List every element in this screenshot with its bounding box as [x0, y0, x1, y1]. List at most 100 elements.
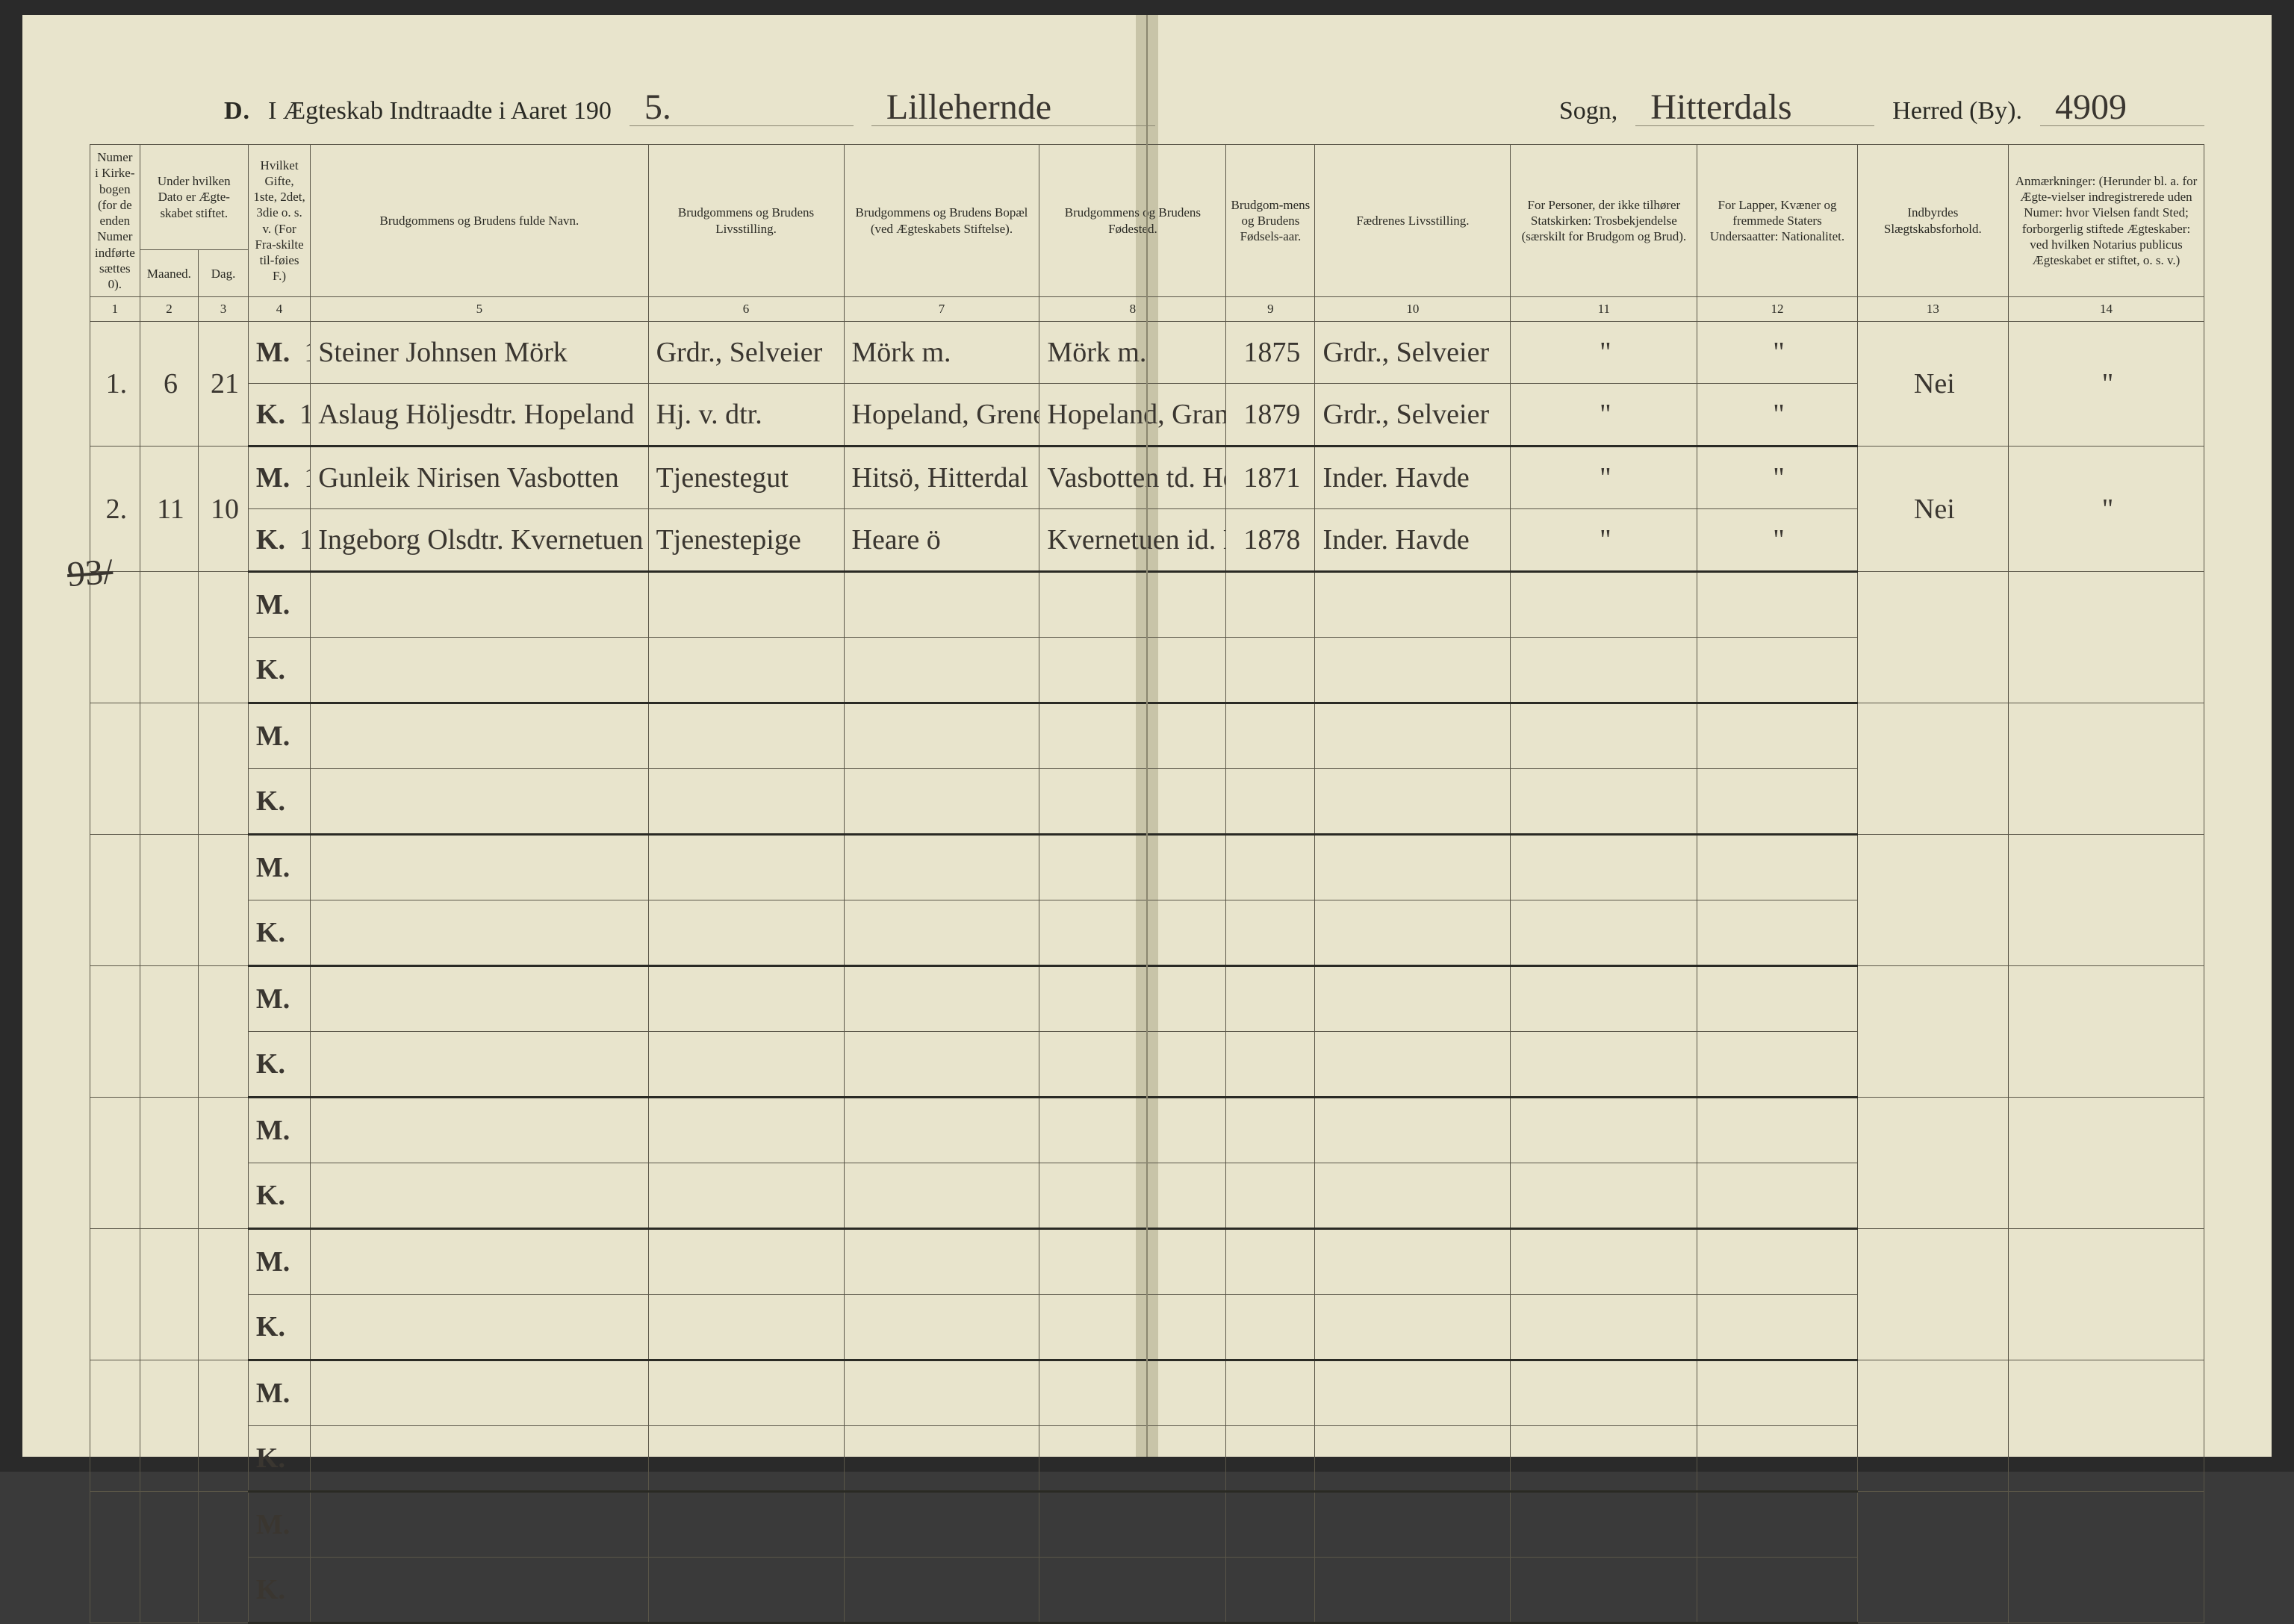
cell: [90, 1492, 140, 1623]
cell: [1039, 835, 1226, 900]
cell: [648, 1229, 844, 1295]
cell: [1039, 1295, 1226, 1360]
cell: [311, 1360, 648, 1426]
colnum: 13: [1857, 297, 2008, 322]
cell: [1226, 835, 1315, 900]
cell-c11: ": [1511, 509, 1697, 572]
cell: [844, 966, 1039, 1032]
cell: [2009, 1229, 2204, 1360]
sogn-label: Sogn,: [1559, 97, 1617, 125]
cell: [90, 835, 140, 966]
cell: [1039, 703, 1226, 769]
cell: [311, 900, 648, 966]
cell-fodested: Vasbotten td. Heare ö: [1039, 447, 1226, 509]
cell: [1697, 1492, 1857, 1558]
cell: [1039, 966, 1226, 1032]
cell: [1039, 1558, 1226, 1623]
col-header-5: Brudgommens og Brudens fulde Navn.: [311, 145, 648, 297]
table-head: Numer i Kirke-bogen (for de enden Numer …: [90, 145, 2204, 322]
cell: [648, 1558, 844, 1623]
cell: [1315, 966, 1511, 1032]
table-row: M.: [90, 966, 2204, 1032]
cell: [140, 966, 199, 1098]
mk-cell: M. 1: [248, 447, 310, 509]
cell: [199, 835, 249, 966]
cell: [1315, 1360, 1511, 1426]
cell: [1315, 1426, 1511, 1492]
cell: [844, 638, 1039, 703]
cell: [1511, 1229, 1697, 1295]
colnum: 5: [311, 297, 648, 322]
cell: [1226, 1229, 1315, 1295]
mk-cell: K.: [248, 1558, 310, 1623]
cell-aar: 1878: [1226, 509, 1315, 572]
herred-label: Herred (By).: [1892, 97, 2022, 125]
cell: [1697, 1163, 1857, 1229]
cell: [1315, 638, 1511, 703]
cell: [140, 572, 199, 703]
cell: [1511, 572, 1697, 638]
table-row: M.: [90, 1098, 2204, 1163]
cell-aar: 1875: [1226, 322, 1315, 384]
cell: [648, 1032, 844, 1098]
col-header-2a: Maaned.: [140, 250, 199, 297]
margin-note: 93/: [66, 551, 114, 595]
cell: [1226, 1163, 1315, 1229]
cell: [648, 572, 844, 638]
col-header-2b: Dag.: [199, 250, 249, 297]
cell-c12: ": [1697, 322, 1857, 384]
cell: [2009, 703, 2204, 835]
mk-cell: M.: [248, 1098, 310, 1163]
cell: [1226, 1360, 1315, 1426]
cell-c12: ": [1697, 509, 1857, 572]
cell: [311, 703, 648, 769]
cell: [199, 1229, 249, 1360]
cell: [1315, 1492, 1511, 1558]
cell: [1039, 1492, 1226, 1558]
cell: [311, 1558, 648, 1623]
cell-name: Aslaug Höljesdtr. Hopeland: [311, 384, 648, 447]
cell: [844, 835, 1039, 900]
cell: [1315, 900, 1511, 966]
cell: [199, 1098, 249, 1229]
cell: [1511, 769, 1697, 835]
cell-day: 10: [199, 447, 249, 572]
cell-c13: Nei: [1857, 447, 2008, 572]
page-number: 4909: [2040, 90, 2204, 126]
cell: [1511, 1032, 1697, 1098]
mk-cell: K.: [248, 1032, 310, 1098]
col-header-4: Hvilket Gifte, 1ste, 2det, 3die o. s. v.…: [248, 145, 310, 297]
cell: [648, 1492, 844, 1558]
cell-name: Ingeborg Olsdtr. Kvernetuen: [311, 509, 648, 572]
colnum: 8: [1039, 297, 1226, 322]
cell: [844, 1163, 1039, 1229]
mk-cell: K.: [248, 1295, 310, 1360]
cell-day: 21: [199, 322, 249, 447]
col-header-14: Anmærkninger: (Herunder bl. a. for Ægte-…: [2009, 145, 2204, 297]
cell: [90, 966, 140, 1098]
cell: [311, 1492, 648, 1558]
cell: [199, 572, 249, 703]
cell: [1511, 1426, 1697, 1492]
cell: [1226, 1098, 1315, 1163]
mk-cell: M.: [248, 1229, 310, 1295]
colnum: 14: [2009, 297, 2204, 322]
cell: [1697, 966, 1857, 1032]
cell: [1039, 1032, 1226, 1098]
colnum: 11: [1511, 297, 1697, 322]
mk-cell: K.: [248, 769, 310, 835]
cell: [844, 572, 1039, 638]
colnum: 2: [140, 297, 199, 322]
cell: [2009, 1098, 2204, 1229]
cell: [199, 966, 249, 1098]
cell: [648, 835, 844, 900]
cell-month: 6: [140, 322, 199, 447]
cell: [311, 572, 648, 638]
cell-faedre: Grdr., Selveier: [1315, 322, 1511, 384]
cell: [1226, 703, 1315, 769]
mk-cell: K. 1: [248, 509, 310, 572]
table-row: M.: [90, 572, 2204, 638]
cell: [844, 1098, 1039, 1163]
col-number-row: 1 2 3 4 5 6 7 8 9 10 11 12 13 14: [90, 297, 2204, 322]
cell: [1226, 1426, 1315, 1492]
